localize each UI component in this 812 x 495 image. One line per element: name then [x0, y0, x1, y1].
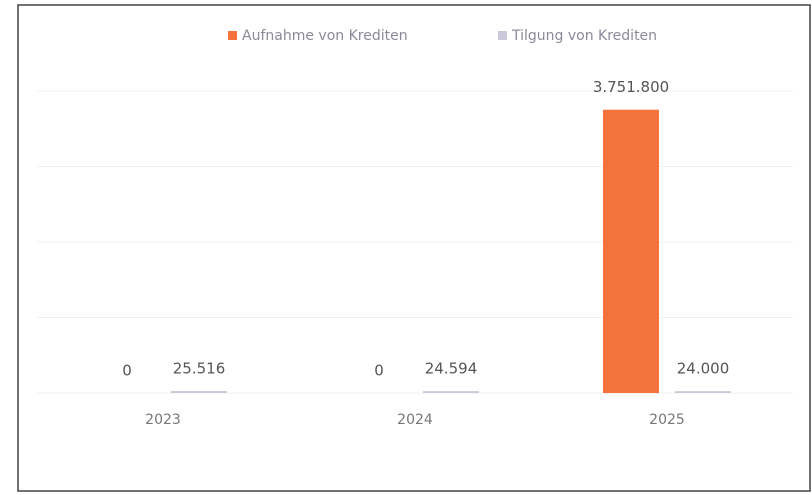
data-label: 24.594	[425, 360, 478, 378]
bar	[423, 391, 479, 393]
data-label: 0	[374, 362, 384, 380]
data-label: 3.751.800	[593, 78, 669, 96]
chart-frame	[17, 4, 811, 492]
data-label: 0	[122, 362, 132, 380]
data-label: 25.516	[173, 360, 226, 378]
x-tick-label: 2025	[649, 412, 685, 428]
legend-swatch	[498, 31, 507, 40]
bar	[171, 391, 227, 393]
data-label: 24.000	[677, 360, 730, 378]
legend-label: Tilgung von Krediten	[511, 28, 657, 44]
x-tick-label: 2024	[397, 412, 433, 428]
legend-label: Aufnahme von Krediten	[242, 28, 408, 44]
bar	[675, 391, 731, 393]
x-tick-label: 2023	[145, 412, 181, 428]
bar	[603, 109, 659, 393]
legend-swatch	[228, 31, 237, 40]
